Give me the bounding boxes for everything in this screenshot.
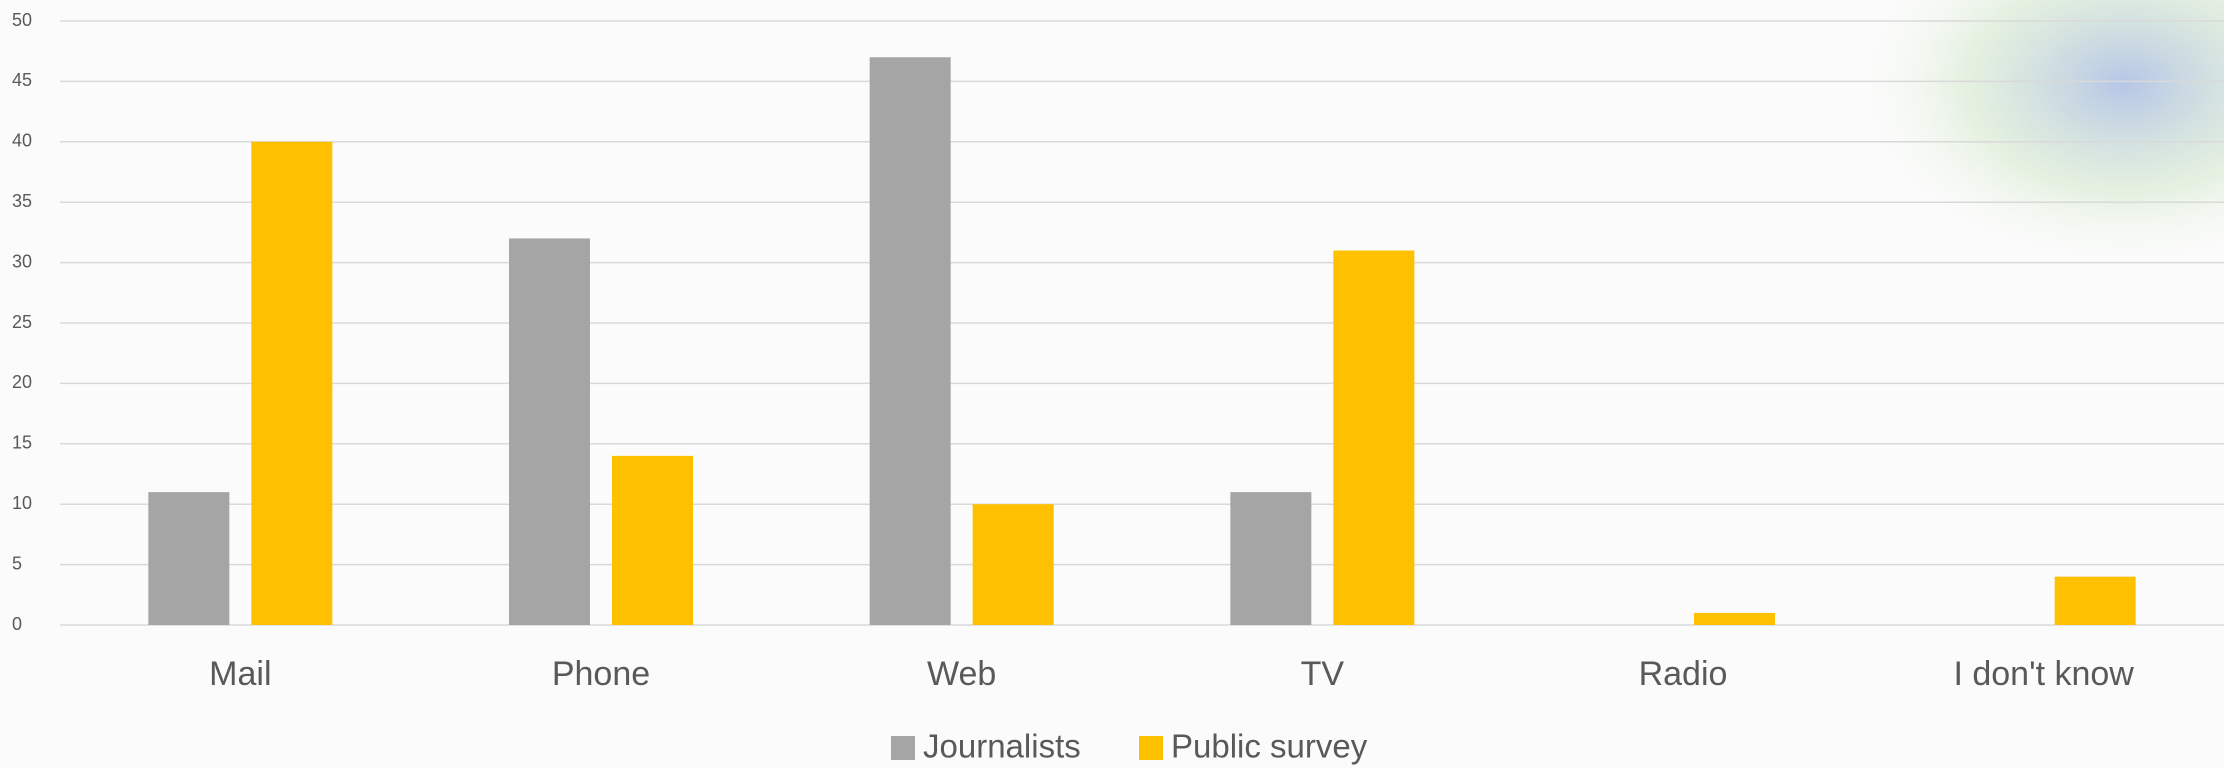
y-tick-label: 40 bbox=[12, 131, 32, 151]
bar bbox=[1333, 250, 1415, 625]
y-tick-label: 30 bbox=[12, 251, 32, 271]
bar bbox=[869, 57, 951, 626]
y-tick-label: 45 bbox=[12, 70, 32, 90]
bar bbox=[509, 238, 590, 625]
y-tick-label: 25 bbox=[12, 312, 32, 332]
bar bbox=[1694, 612, 1775, 625]
y-tick-label: 0 bbox=[12, 614, 22, 634]
bar bbox=[1230, 492, 1312, 625]
y-tick-label: 20 bbox=[12, 372, 32, 392]
legend-label: Journalists bbox=[923, 728, 1081, 765]
x-tick-label: Web bbox=[927, 655, 996, 693]
x-tick-label: Radio bbox=[1639, 655, 1728, 693]
bar bbox=[148, 492, 230, 625]
bar bbox=[251, 141, 333, 626]
background-decoration bbox=[1400, 0, 2224, 560]
x-tick-label: Mail bbox=[209, 655, 271, 693]
y-tick-label: 50 bbox=[12, 10, 32, 30]
x-tick-label: TV bbox=[1301, 655, 1345, 693]
x-tick-label: Phone bbox=[552, 655, 650, 693]
y-tick-label: 5 bbox=[12, 553, 22, 573]
y-tick-label: 15 bbox=[12, 433, 32, 453]
bar bbox=[972, 504, 1054, 625]
bar bbox=[612, 455, 693, 625]
x-tick-label: I don't know bbox=[1953, 655, 2134, 693]
y-tick-label: 10 bbox=[12, 493, 32, 513]
legend-label: Public survey bbox=[1171, 728, 1368, 765]
legend-swatch bbox=[891, 736, 915, 760]
y-tick-label: 35 bbox=[12, 191, 32, 211]
bar bbox=[2054, 576, 2136, 625]
legend-swatch bbox=[1139, 736, 1163, 760]
